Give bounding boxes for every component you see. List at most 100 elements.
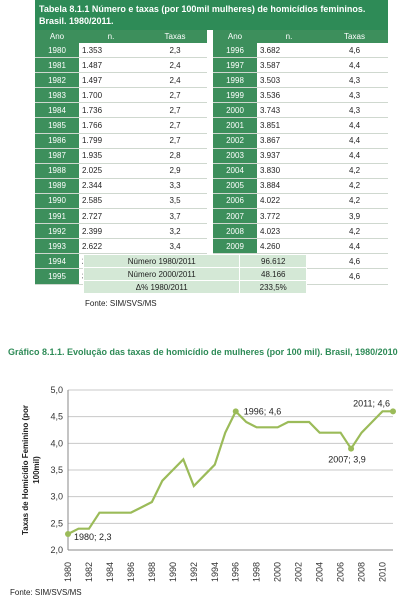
table-cell: 3.587 [257, 57, 321, 74]
table-cell: 4,2 [321, 163, 388, 179]
table-row: 1987 1.935 2,8 [35, 148, 207, 164]
x-tick-label: 2006 [336, 562, 346, 582]
table-cell: 1986 [35, 133, 79, 149]
table-cell: 1999 [213, 87, 257, 104]
table-cell: 4,4 [321, 238, 388, 255]
table-row: 2008 4.023 4,2 [213, 223, 388, 240]
data-label: 2011; 4,6 [353, 398, 390, 408]
y-tick-label: 3,0 [50, 492, 63, 502]
table-cell: 1988 [35, 163, 79, 179]
table-cell: 2002 [213, 133, 257, 149]
table-cell: 2004 [213, 163, 257, 179]
x-tick-label: 2004 [315, 562, 325, 582]
chart-source: Fonte: SIM/SVS/MS [10, 588, 82, 597]
table-cell: 2007 [213, 208, 257, 225]
summary-table: Número 1980/2011 96.612 Número 2000/2011 48… [82, 254, 307, 294]
data-point-marker [390, 408, 396, 415]
table-cell: 2000 [213, 102, 257, 119]
table-cell: 4,6 [321, 43, 388, 59]
table-cell: 3.937 [257, 148, 321, 164]
y-tick-label: 4,0 [50, 438, 63, 448]
table-cell: 4,3 [321, 102, 388, 119]
x-tick-label: 2008 [357, 562, 367, 582]
table-cell: 1980 [35, 43, 79, 59]
table-cell: 2008 [213, 223, 257, 240]
table-row: 1986 1.799 2,7 [35, 133, 207, 149]
column-header: Taxas [143, 30, 207, 43]
table-cell: 1987 [35, 148, 79, 164]
data-label: 1996; 4,6 [244, 406, 282, 416]
table-cell: 1997 [213, 57, 257, 74]
table-cell: 4,2 [321, 178, 388, 194]
table-row: 1985 1.766 2,7 [35, 117, 207, 134]
data-table-left: Ano n. Taxas 1980 1.353 2,3 1981 1.487 2,4 1982 1… [35, 30, 207, 285]
table-row: 1983 1.700 2,7 [35, 87, 207, 104]
column-header: Taxas [321, 30, 388, 43]
table-title: Tabela 8.1.1 Número e taxas (por 100mil … [35, 0, 388, 30]
table-cell: 3.867 [257, 133, 321, 149]
table-cell: 4,4 [321, 133, 388, 149]
data-point-marker [232, 408, 239, 415]
table-cell: 4,3 [321, 87, 388, 104]
table-source: Fonte: SIM/SVS/MS [85, 299, 157, 308]
x-tick-label: 1984 [105, 562, 115, 582]
data-label: 1980; 2,3 [74, 532, 112, 542]
x-tick-label: 2002 [294, 562, 304, 582]
table-cell: 3.830 [257, 163, 321, 179]
table-cell: 1985 [35, 117, 79, 134]
table-cell: 2003 [213, 148, 257, 164]
table-row: 2004 3.830 4,2 [213, 163, 388, 179]
table-cell: 3,4 [143, 238, 207, 255]
table-cell: 1992 [35, 223, 79, 240]
table-header-row: Ano n. Taxas [213, 30, 388, 43]
table-cell: 1984 [35, 102, 79, 119]
y-tick-label: 2,5 [50, 518, 63, 528]
table-cell: 1991 [35, 208, 79, 225]
x-tick-label: 1986 [126, 562, 136, 582]
table-cell: 2.399 [79, 223, 143, 240]
x-tick-label: 1994 [210, 562, 220, 582]
table-cell: 1995 [35, 268, 79, 285]
column-header: n. [79, 30, 143, 43]
table-cell: 1983 [35, 87, 79, 104]
table-cell: 1.487 [79, 57, 143, 74]
table-cell: 1.799 [79, 133, 143, 149]
table-cell: 2.585 [79, 193, 143, 210]
y-tick-label: 3,5 [50, 465, 63, 475]
table-row: 1993 2.622 3,4 [35, 238, 207, 255]
table-cell: 1990 [35, 193, 79, 210]
table-cell: 3.884 [257, 178, 321, 194]
table-cell: 2,7 [143, 133, 207, 149]
y-axis-label-line1: Taxas de Homicídio Feminino (por [21, 405, 30, 535]
table-cell: 1982 [35, 72, 79, 89]
table-cell: 4.022 [257, 193, 321, 210]
table-cell: 3,3 [143, 178, 207, 194]
table-cell: 3.851 [257, 117, 321, 134]
x-tick-label: 1980 [63, 562, 73, 582]
table-row: 1980 1.353 2,3 [35, 43, 207, 59]
table-cell: 4,2 [321, 223, 388, 240]
summary-cell: Número 2000/2011 [82, 267, 241, 281]
table-cell: 2,7 [143, 117, 207, 134]
table-cell: 2,9 [143, 163, 207, 179]
x-tick-label: 1990 [168, 562, 178, 582]
table-cell: 4.023 [257, 223, 321, 240]
table-cell: 1.935 [79, 148, 143, 164]
table-cell: 1998 [213, 72, 257, 89]
table-row: 1990 2.585 3,5 [35, 193, 207, 210]
y-tick-label: 5,0 [50, 385, 63, 395]
table-cell: 4,6 [321, 253, 388, 270]
table-cell: 3.743 [257, 102, 321, 119]
x-tick-label: 1996 [231, 562, 241, 582]
table-cell: 3.772 [257, 208, 321, 225]
chart-title: Gráfico 8.1.1. Evolução das taxas de hom… [8, 347, 398, 357]
table-cell: 1.353 [79, 43, 143, 59]
table-cell: 3.682 [257, 43, 321, 59]
table-row: 1984 1.736 2,7 [35, 102, 207, 119]
y-tick-label: 2,0 [50, 545, 63, 555]
table-cell: 4,4 [321, 148, 388, 164]
table-cell: 1.497 [79, 72, 143, 89]
table-row: 2003 3.937 4,4 [213, 148, 388, 164]
table-cell: 4,2 [321, 193, 388, 210]
x-tick-label: 2000 [273, 562, 283, 582]
